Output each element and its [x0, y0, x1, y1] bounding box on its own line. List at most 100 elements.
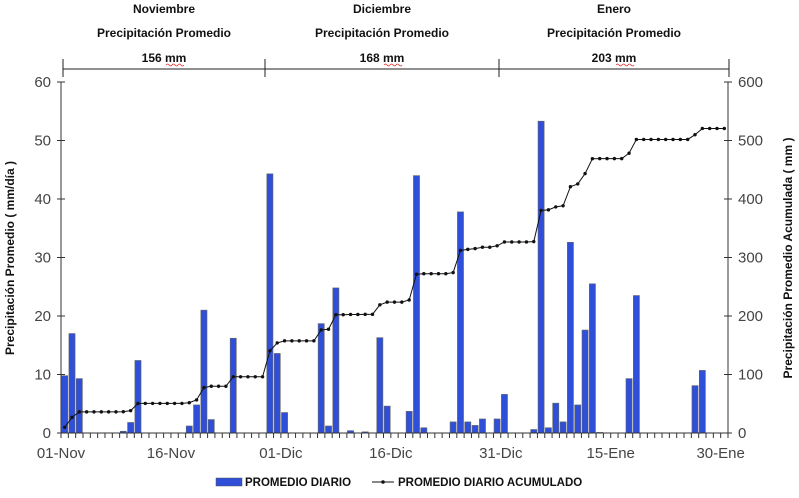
cumulative-point [458, 248, 463, 253]
cumulative-point [194, 398, 199, 402]
cumulative-point [275, 341, 279, 345]
cumulative-point [356, 312, 360, 317]
cumulative-point [253, 375, 257, 379]
y-tick-label-left: 60 [34, 74, 51, 91]
month-header: Noviembre Precipitación Promedio 156 mm Dic… [62, 2, 730, 77]
bar [471, 425, 479, 434]
bar [493, 418, 501, 434]
y-tick-label-left: 50 [34, 133, 51, 150]
x-tick-label: 16-Dic [369, 445, 413, 462]
cumulative-point [407, 298, 411, 302]
cumulative-point [282, 339, 287, 343]
cumulative-line [62, 126, 727, 429]
cumulative-point [473, 246, 477, 251]
header-label: Precipitación Promedio [315, 26, 449, 40]
cumulative-point [510, 240, 514, 244]
cumulative-point [370, 312, 375, 317]
cumulative-point [466, 247, 470, 252]
cumulative-point [524, 240, 529, 244]
bar [537, 120, 545, 434]
cumulative-point [121, 410, 126, 414]
y-axis-right-label: Precipitación Promedio Acumulada ( mm ) [781, 138, 795, 379]
x-tick-label: 31-Dic [479, 445, 523, 462]
cumulative-point [620, 156, 624, 161]
bar [127, 422, 134, 434]
header-month: Diciembre [353, 2, 411, 16]
cumulative-point [326, 327, 331, 331]
cumulative-point [436, 272, 441, 276]
cumulative-point [180, 401, 184, 406]
bar [185, 425, 193, 434]
cumulative-point [334, 313, 338, 317]
cumulative-point [385, 300, 389, 304]
cumulative-point [92, 410, 96, 414]
y-tick-label-right: 200 [738, 308, 763, 325]
bar [413, 175, 420, 434]
cumulative-point [238, 375, 243, 379]
bar [273, 353, 281, 434]
cumulative-point [642, 137, 646, 142]
cumulative-point [231, 375, 235, 379]
cumulative-point [605, 156, 609, 161]
header-total: 156 mm [142, 51, 187, 65]
cumulative-point [378, 303, 382, 307]
bar [449, 421, 457, 434]
cumulative-point [444, 272, 448, 276]
cumulative-point [400, 300, 404, 304]
cumulative-point [715, 126, 719, 131]
cumulative-series-line [64, 127, 725, 428]
daily-bars [61, 120, 706, 434]
cumulative-point [341, 313, 345, 317]
cumulative-point [722, 126, 727, 131]
header-label: Precipitación Promedio [547, 26, 681, 40]
cumulative-point [260, 375, 265, 379]
y-tick-label-right: 0 [738, 425, 746, 442]
cumulative-point [70, 415, 74, 420]
bar [501, 394, 508, 434]
cumulative-point [598, 156, 602, 161]
legend: PROMEDIO DIARIO PROMEDIO DIARIO ACUMULAD… [215, 477, 582, 489]
cumulative-point [663, 137, 668, 142]
cumulative-point [392, 300, 397, 304]
header-total: 168 mm [360, 51, 405, 65]
cumulative-point [422, 272, 426, 276]
cumulative-point [348, 312, 353, 317]
y-tick-label-right: 100 [738, 367, 763, 384]
cumulative-point [627, 151, 631, 155]
cumulative-point [172, 401, 177, 406]
cumulative-point [583, 171, 587, 176]
bar [420, 427, 428, 434]
y-tick-label-right: 300 [738, 250, 763, 267]
cumulative-point [150, 401, 155, 406]
cumulative-point [707, 126, 712, 131]
cumulative-point [700, 126, 705, 131]
cumulative-point [224, 384, 228, 388]
cumulative-point [158, 401, 162, 406]
cumulative-point [99, 410, 104, 414]
cumulative-point [202, 385, 206, 390]
cumulative-point [488, 245, 492, 249]
cumulative-point [84, 410, 89, 414]
cumulative-point [363, 312, 367, 317]
cumulative-point [297, 339, 301, 343]
cumulative-point [517, 240, 521, 244]
bar [691, 385, 699, 434]
bar [574, 404, 582, 434]
legend-line-marker [381, 480, 385, 484]
bar [581, 329, 589, 434]
cumulative-point [312, 339, 316, 343]
cumulative-point [554, 205, 558, 209]
x-tick-label: 01-Dic [259, 445, 303, 462]
bar [281, 412, 288, 434]
bar [376, 337, 384, 434]
bar [317, 323, 325, 434]
y-axis-left-label: Precipitación Promedio ( mm/día ) [3, 161, 17, 355]
bar [325, 425, 332, 434]
bar [405, 411, 413, 434]
cumulative-point [143, 401, 147, 406]
cumulative-point [649, 137, 653, 142]
cumulative-point [414, 272, 419, 276]
bar [479, 418, 486, 434]
bar [567, 241, 574, 434]
